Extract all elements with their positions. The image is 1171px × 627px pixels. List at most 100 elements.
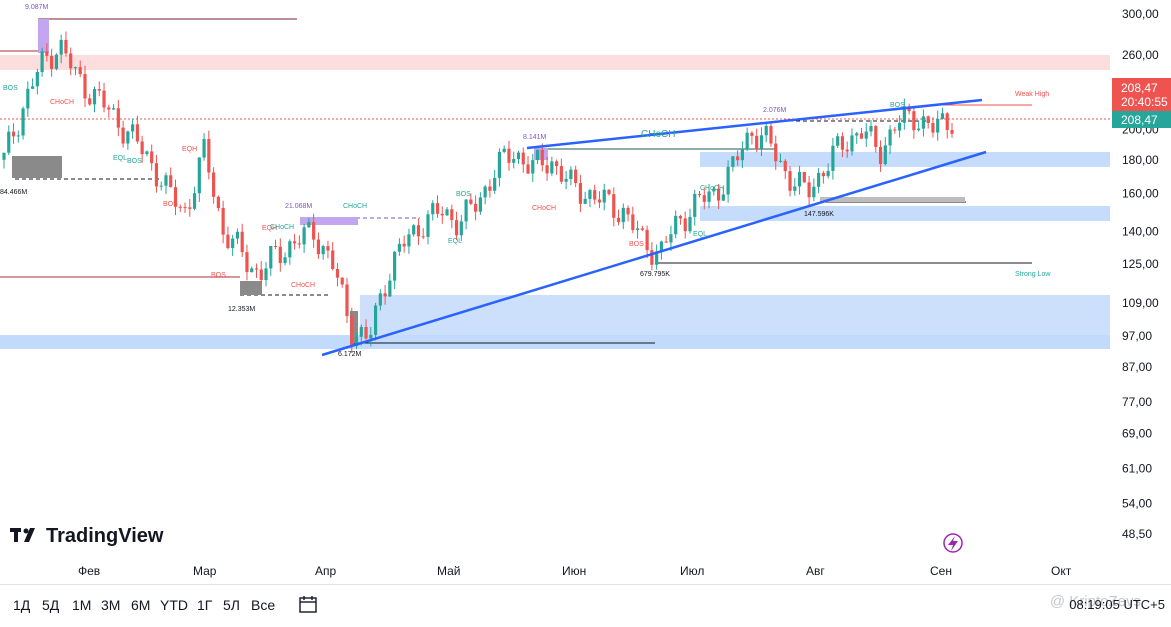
tv-logo-icon — [10, 528, 35, 542]
choch-5: CHoCH — [532, 205, 556, 212]
candle-body — [245, 252, 249, 273]
time-axis-label: Апр — [315, 564, 337, 578]
candle-body — [235, 231, 240, 239]
candle-body — [212, 172, 216, 197]
candle-body — [650, 250, 654, 265]
candle-body — [774, 143, 778, 162]
time-axis-label: Окт — [1051, 564, 1072, 578]
price-axis-label: 180,00 — [1122, 153, 1159, 167]
candle-body — [26, 88, 30, 109]
candle-body — [764, 126, 768, 136]
candle-body — [192, 193, 197, 209]
candle-body — [736, 156, 740, 161]
candle-body — [407, 234, 411, 247]
time-axis: Фев Мар Апр Май Июн Июл Авг Сен Окт — [78, 564, 1072, 578]
candle-body — [707, 191, 711, 202]
range-1m[interactable]: 1М — [72, 597, 92, 613]
candle-body — [335, 268, 340, 278]
calendar-icon[interactable] — [298, 595, 318, 613]
candles-layer — [2, 31, 954, 353]
candle-body — [221, 208, 225, 235]
candle-body — [607, 189, 611, 195]
bos-4: BOS — [211, 272, 226, 279]
tradingview-logo: TradingView — [10, 525, 164, 547]
candle-body — [169, 175, 173, 188]
price-axis-label: 300,00 — [1122, 7, 1159, 21]
candle-body — [488, 186, 492, 191]
candle-body — [354, 336, 359, 346]
range-5y[interactable]: 5Л — [223, 597, 240, 613]
weak-high-label: Weak High — [1015, 91, 1049, 98]
candle-body — [883, 145, 887, 165]
candle-body — [264, 268, 268, 281]
candle-body — [421, 236, 425, 238]
range-1d[interactable]: 1Д — [13, 597, 31, 613]
candle-body — [836, 136, 840, 146]
range-6m[interactable]: 6М — [131, 597, 151, 613]
range-ytd[interactable]: YTD — [160, 597, 188, 613]
candle-body — [216, 196, 220, 209]
candle-body — [864, 131, 868, 139]
candle-body — [850, 135, 854, 152]
candle-body — [778, 160, 783, 162]
candle-body — [531, 160, 535, 174]
candle-body — [640, 228, 644, 230]
candle-body — [897, 122, 902, 131]
range-all[interactable]: Все — [251, 597, 276, 613]
candle-body — [197, 157, 201, 194]
candle-body — [716, 188, 721, 201]
candle-body — [674, 215, 678, 235]
vol-label-6: 8.141M — [523, 134, 547, 141]
choch-1: CHoCH — [50, 99, 74, 106]
candle-body — [30, 86, 35, 89]
timezone-label[interactable]: 08:19:05 UTC+5 — [1069, 597, 1165, 612]
ob-mar-purple — [300, 217, 358, 225]
vol-label-9: 147.596K — [804, 211, 834, 218]
eql-1: EQL — [113, 155, 127, 162]
candle-body — [602, 189, 606, 203]
candle-body — [721, 194, 725, 201]
candle-body — [831, 145, 835, 171]
bottom-toolbar: 1Д 5Д 1М 3М 6М YTD 1Г 5Л Все @ KriptoZev… — [0, 584, 1171, 627]
price-axis-label: 54,00 — [1122, 496, 1152, 510]
price-axis-label: 160,00 — [1122, 186, 1159, 200]
candle-body — [635, 228, 640, 231]
candle-body — [817, 172, 821, 187]
candle-body — [683, 218, 687, 232]
candle-body — [612, 194, 616, 218]
candle-body — [359, 326, 363, 337]
candle-body — [459, 221, 463, 236]
ob-jan-purple — [38, 19, 49, 53]
candle-body — [312, 221, 316, 240]
time-axis-label: Сен — [930, 564, 952, 578]
candle-body — [845, 149, 849, 152]
candle-body — [259, 269, 263, 281]
time-axis-label: Фев — [78, 564, 100, 578]
candle-body — [383, 293, 387, 297]
upper-trendline — [526, 98, 983, 150]
price-axis-label: 48,50 — [1122, 527, 1152, 541]
range-5d[interactable]: 5Д — [42, 597, 60, 613]
vol-label-2: 84.466M — [0, 189, 27, 196]
candle-body — [373, 305, 378, 335]
candle-body — [797, 171, 802, 187]
candle-body — [917, 128, 921, 131]
candle-body — [369, 334, 373, 339]
candle-body — [945, 113, 949, 130]
candle-body — [583, 198, 587, 204]
candle-body — [402, 243, 406, 247]
candle-body — [664, 241, 668, 243]
candle-body — [626, 207, 630, 215]
candle-body — [521, 152, 525, 165]
candle-body — [202, 139, 206, 158]
vol-label-5: 6.172M — [338, 351, 362, 358]
candle-body — [302, 227, 306, 245]
price-axis-label: 140,00 — [1122, 224, 1159, 238]
range-3m[interactable]: 3М — [101, 597, 121, 613]
candle-body — [231, 238, 235, 249]
candle-body — [450, 209, 454, 221]
range-1y[interactable]: 1Г — [197, 597, 213, 613]
candle-body — [154, 163, 159, 187]
candle-body — [54, 54, 59, 69]
